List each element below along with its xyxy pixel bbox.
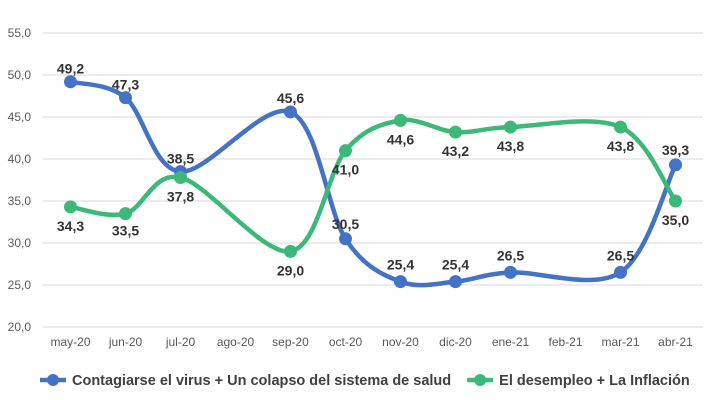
- x-tick-label: feb-21: [548, 335, 582, 349]
- data-point: [669, 158, 682, 172]
- y-tick-label: 35,0: [8, 194, 32, 208]
- series-lines: [64, 75, 682, 289]
- data-point: [449, 275, 462, 289]
- data-label: 43,2: [442, 143, 469, 159]
- legend-label: El desempleo + La Inflación: [499, 373, 690, 389]
- data-point: [614, 265, 627, 279]
- series-line: [68, 79, 678, 288]
- legend-marker: [47, 374, 59, 386]
- data-point: [64, 75, 77, 89]
- legend-marker: [474, 374, 487, 386]
- data-point: [449, 125, 462, 139]
- data-label: 30,5: [332, 216, 359, 232]
- x-tick-label: may-20: [50, 335, 90, 349]
- y-axis-ticks: 20,0 25,0 30,0 35,0 40,0 45,0 50,0 55,0: [8, 26, 32, 334]
- x-tick-label: mar-21: [601, 335, 639, 349]
- y-tick-label: 50,0: [8, 68, 32, 82]
- data-point: [174, 170, 187, 184]
- data-label: 44,6: [387, 131, 414, 147]
- x-axis-ticks: may-20 jun-20 jul-20 ago-20 sep-20 oct-20 nov-…: [50, 335, 693, 349]
- data-point: [339, 144, 352, 158]
- data-label: 34,3: [57, 218, 84, 234]
- data-point: [504, 120, 517, 134]
- x-tick-label: jun-20: [108, 335, 143, 349]
- data-label: 43,8: [607, 138, 634, 154]
- data-label: 25,4: [442, 257, 469, 273]
- series-line: [68, 117, 678, 254]
- data-point: [284, 244, 297, 258]
- legend-label: Contagiarse el virus + Un colapso del si…: [72, 373, 451, 389]
- x-tick-label: sep-20: [272, 335, 309, 349]
- data-point: [504, 265, 517, 279]
- data-label: 26,5: [497, 247, 524, 263]
- x-tick-label: dic-20: [439, 335, 472, 349]
- data-label: 38,5: [167, 151, 194, 167]
- data-label: 43,8: [497, 138, 524, 154]
- data-point: [394, 113, 407, 127]
- x-tick-label: jul-20: [165, 335, 196, 349]
- x-tick-label: abr-21: [658, 335, 693, 349]
- data-point: [119, 207, 132, 221]
- data-point: [64, 200, 77, 214]
- data-label: 49,2: [57, 61, 84, 77]
- data-point: [614, 120, 627, 134]
- y-tick-label: 40,0: [8, 152, 32, 166]
- data-label: 45,6: [277, 90, 304, 106]
- gridlines: [43, 32, 703, 328]
- y-tick-label: 25,0: [8, 278, 32, 292]
- y-tick-label: 45,0: [8, 110, 32, 124]
- data-point: [339, 232, 352, 246]
- y-tick-label: 20,0: [8, 320, 32, 334]
- data-labels: 49,2 47,3 38,5 45,6 30,5 25,4 25,4 26,5 26,5 39,3…: [57, 61, 689, 279]
- y-tick-label: 55,0: [8, 26, 32, 40]
- x-tick-label: oct-20: [329, 335, 363, 349]
- data-point: [669, 194, 682, 208]
- legend: Contagiarse el virus + Un colapso del si…: [40, 373, 690, 389]
- x-tick-label: ene-21: [492, 335, 530, 349]
- data-point: [119, 91, 132, 105]
- data-label: 37,8: [167, 188, 194, 204]
- data-label: 33,5: [112, 223, 139, 239]
- y-tick-label: 30,0: [8, 236, 32, 250]
- x-tick-label: nov-20: [382, 335, 419, 349]
- data-label: 26,5: [607, 247, 634, 263]
- data-label: 29,0: [277, 262, 304, 278]
- data-label: 47,3: [112, 77, 139, 93]
- data-label: 35,0: [662, 212, 689, 228]
- data-label: 25,4: [387, 257, 414, 273]
- data-point: [284, 105, 297, 119]
- data-label: 41,0: [332, 162, 359, 178]
- data-label: 39,3: [662, 142, 689, 158]
- x-tick-label: ago-20: [217, 335, 255, 349]
- data-point: [394, 275, 407, 289]
